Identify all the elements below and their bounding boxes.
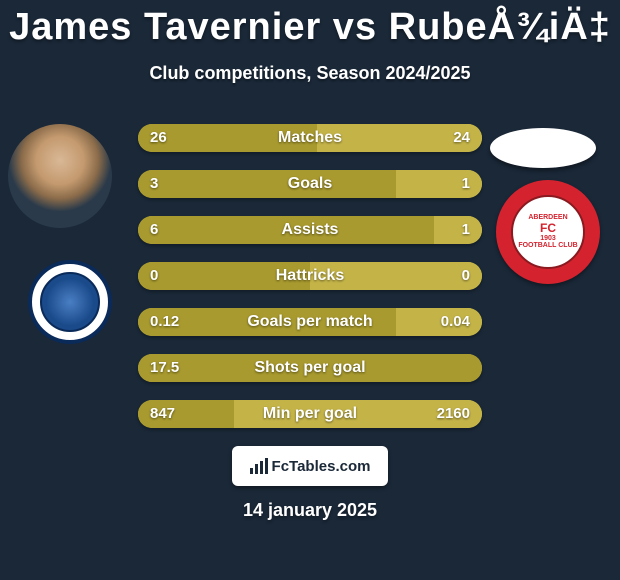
stat-label: Goals [138, 170, 482, 198]
stat-label: Matches [138, 124, 482, 152]
brand-logo: FcTables.com [232, 446, 388, 486]
stat-row: 0Hattricks0 [138, 262, 482, 290]
stat-label: Hattricks [138, 262, 482, 290]
stats-bars-container: 26Matches24 3Goals1 6Assists1 0Hattricks0 0.… [138, 124, 482, 446]
stat-label: Min per goal [138, 400, 482, 428]
stat-row: 17.5Shots per goal [138, 354, 482, 382]
stat-value-right: 0 [462, 262, 470, 290]
club-right-badge-inner: ABERDEEN FC 1903 FOOTBALL CLUB [511, 195, 585, 269]
stat-value-right: 2160 [437, 400, 470, 428]
stat-value-right: 1 [462, 170, 470, 198]
club-right-text-mid: FC [540, 222, 556, 235]
stat-label: Goals per match [138, 308, 482, 336]
club-right-text-year: 1903 [540, 235, 556, 243]
player-left-avatar [8, 124, 112, 228]
stat-row: 847Min per goal2160 [138, 400, 482, 428]
stat-value-right: 24 [453, 124, 470, 152]
stat-label: Shots per goal [138, 354, 482, 382]
chart-icon [250, 458, 268, 474]
stat-row: 3Goals1 [138, 170, 482, 198]
comparison-subtitle: Club competitions, Season 2024/2025 [0, 63, 620, 84]
comparison-date: 14 january 2025 [0, 500, 620, 521]
stat-value-right: 0.04 [441, 308, 470, 336]
club-left-badge [28, 260, 112, 344]
club-left-badge-inner [40, 272, 100, 332]
stat-row: 0.12Goals per match0.04 [138, 308, 482, 336]
stat-row: 6Assists1 [138, 216, 482, 244]
comparison-title: James Tavernier vs RubeÅ¾iÄ‡ [0, 0, 620, 49]
club-right-badge: ABERDEEN FC 1903 FOOTBALL CLUB [496, 180, 600, 284]
stat-label: Assists [138, 216, 482, 244]
brand-text: FcTables.com [272, 458, 371, 475]
stat-value-right: 1 [462, 216, 470, 244]
club-right-text-bottom: FOOTBALL CLUB [518, 242, 577, 250]
player-right-placeholder [490, 128, 596, 168]
stat-row: 26Matches24 [138, 124, 482, 152]
